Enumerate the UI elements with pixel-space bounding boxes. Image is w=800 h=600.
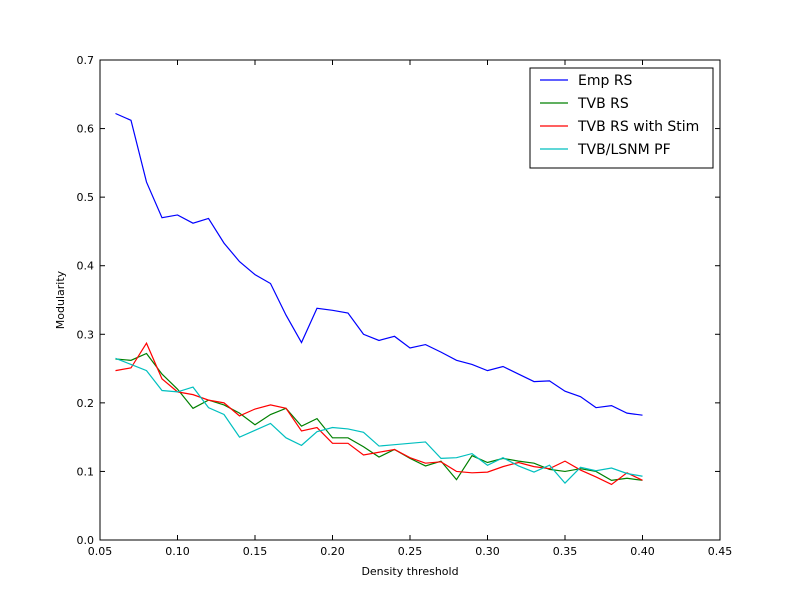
y-axis-title: Modularity: [54, 270, 67, 329]
y-tick-label: 0.7: [77, 54, 95, 67]
legend-label: Emp RS: [578, 73, 633, 89]
x-tick-label: 0.25: [398, 545, 423, 558]
series-line-3: [115, 341, 643, 486]
series-line-4: [115, 357, 643, 484]
x-tick-label: 0.10: [165, 545, 190, 558]
plot-lines: [115, 112, 643, 486]
series-line-2: [115, 352, 643, 481]
x-axis: 0.05 0.10 0.15 0.20 0.25 0.30 0.35 0.40 0.45: [88, 60, 733, 558]
x-tick-label: 0.45: [708, 545, 733, 558]
x-tick-label: 0.30: [475, 545, 500, 558]
x-tick-label: 0.20: [320, 545, 345, 558]
y-axis: 0.0 0.1 0.2 0.3 0.4 0.5 0.6 0.7: [77, 54, 720, 547]
y-tick-label: 0.3: [77, 328, 95, 341]
legend-label: TVB RS: [577, 96, 629, 112]
legend: Emp RS TVB RS TVB RS with Stim TVB/LSNM PF: [529, 67, 714, 169]
series-line-1: [115, 112, 643, 416]
legend-box: [529, 67, 714, 169]
y-tick-label: 0.1: [77, 465, 95, 478]
y-tick-label: 0.4: [77, 260, 95, 273]
x-tick-label: 0.40: [630, 545, 655, 558]
x-axis-title: Density threshold: [361, 565, 458, 578]
y-tick-label: 0.5: [77, 191, 95, 204]
x-tick-label: 0.35: [553, 545, 578, 558]
y-tick-label: 0.0: [77, 534, 95, 547]
legend-label: TVB/LSNM PF: [577, 142, 671, 158]
legend-label: TVB RS with Stim: [577, 119, 699, 135]
y-tick-label: 0.6: [77, 123, 95, 136]
y-tick-label: 0.2: [77, 397, 95, 410]
x-tick-label: 0.05: [88, 545, 113, 558]
x-tick-label: 0.15: [243, 545, 268, 558]
